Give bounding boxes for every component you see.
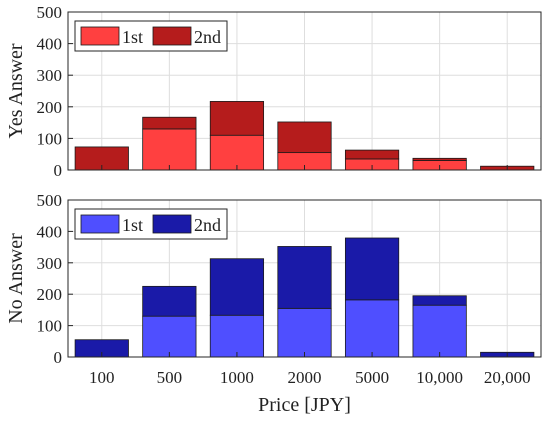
yes-legend-label-1st: 1st <box>122 27 143 47</box>
x-axis-title: Price [JPY] <box>258 394 351 416</box>
yes-legend-swatch-2nd <box>152 26 192 46</box>
yes-y-tick-label: 200 <box>37 98 63 117</box>
no-legend-swatch-2nd <box>152 214 192 234</box>
no-y-tick-label: 400 <box>37 222 63 241</box>
no-bar-2nd-2000 <box>277 246 332 309</box>
no-bar-1st-5000 <box>344 299 400 358</box>
no-y-tick-label: 500 <box>37 191 63 210</box>
no-bar-2nd-1000 <box>209 258 265 316</box>
yes-y-tick-label: 400 <box>37 35 63 54</box>
yes-bar-2nd-5000 <box>344 149 400 160</box>
no-legend-label-1st: 1st <box>122 215 143 235</box>
no-y-axis-title: No Answer <box>5 233 27 324</box>
yes-bar-1st-1000 <box>209 134 265 171</box>
no-bar-2nd-500 <box>142 285 197 317</box>
x-tick-label: 10,000 <box>416 368 463 387</box>
no-bar-1st-10,000 <box>412 304 467 358</box>
yes-legend: 1st 2nd <box>74 20 228 52</box>
no-legend: 1st 2nd <box>74 208 228 240</box>
yes-legend-label-2nd: 2nd <box>194 27 221 47</box>
no-legend-label-2nd: 2nd <box>194 215 221 235</box>
no-y-tick-label: 100 <box>37 317 63 336</box>
no-bar-2nd-10,000 <box>412 295 467 306</box>
x-tick-label: 20,000 <box>484 368 531 387</box>
yes-y-tick-label: 0 <box>54 161 63 180</box>
x-tick-label: 2000 <box>288 368 322 387</box>
no-bar-1st-2000 <box>277 307 332 358</box>
no-y-tick-label: 300 <box>37 254 63 273</box>
no-bar-2nd-5000 <box>344 237 400 301</box>
no-bar-1st-500 <box>142 315 197 358</box>
no-legend-swatch-1st <box>80 214 120 234</box>
yes-y-tick-label: 500 <box>37 3 63 22</box>
x-tick-label: 1000 <box>220 368 254 387</box>
yes-legend-swatch-1st <box>80 26 120 46</box>
no-bar-1st-1000 <box>209 314 265 358</box>
x-tick-label: 100 <box>89 368 115 387</box>
no-y-tick-label: 200 <box>37 285 63 304</box>
yes-y-axis-title: Yes Answer <box>5 43 27 139</box>
yes-bar-1st-500 <box>142 128 197 171</box>
yes-bar-2nd-1000 <box>209 101 265 136</box>
no-y-tick-label: 0 <box>54 348 63 367</box>
x-tick-label: 5000 <box>355 368 389 387</box>
yes-y-tick-label: 100 <box>37 129 63 148</box>
yes-y-tick-label: 300 <box>37 66 63 85</box>
yes-answer-panel: 0 100 200 300 400 500 Yes Answer 1st 2nd <box>5 3 542 180</box>
no-answer-panel: 0 100 200 300 400 500 100 500 1000 2000 5000 10,000… <box>5 191 542 416</box>
x-tick-label: 500 <box>157 368 183 387</box>
yes-bar-2nd-2000 <box>277 121 332 154</box>
yes-bar-2nd-500 <box>142 116 197 130</box>
yes-bar-2nd-10,000 <box>412 157 467 161</box>
